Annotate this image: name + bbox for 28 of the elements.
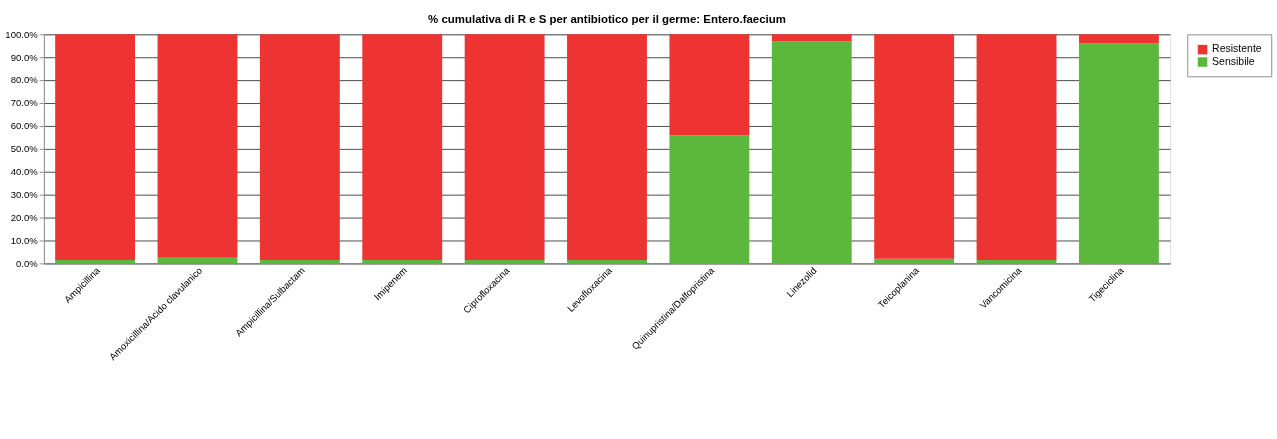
bar [874,34,955,259]
bar [567,34,647,260]
chart-title: % cumulativa di R e S per antibiotico per il germe: Entero.faecium [428,12,786,25]
y-tick-label: 30.0% [10,189,39,201]
y-tick-label: 50.0% [10,143,39,155]
y-tick-label: 60.0% [10,120,39,132]
bar [157,34,238,258]
bar [771,34,852,42]
bar [1078,34,1159,44]
y-tick-label: 20.0% [10,211,39,223]
y-tick-label: 70.0% [10,97,39,109]
bar [259,34,340,260]
y-tick-label: 40.0% [10,166,39,178]
y-tick-label: 80.0% [10,74,39,86]
y-tick-label: 90.0% [10,51,39,63]
y-tick-label: 0.0% [15,257,39,269]
bar [669,135,750,264]
bar [362,34,443,260]
y-tick-label: 100.0% [5,28,39,40]
legend-label: Sensibile [1212,55,1255,67]
bar [1078,43,1159,264]
bar [55,34,136,260]
legend-label: Resistente [1212,43,1262,55]
bar [976,34,1057,260]
bar [669,34,750,136]
y-tick-label: 10.0% [10,234,39,246]
bar [771,41,852,264]
bar [464,34,545,260]
